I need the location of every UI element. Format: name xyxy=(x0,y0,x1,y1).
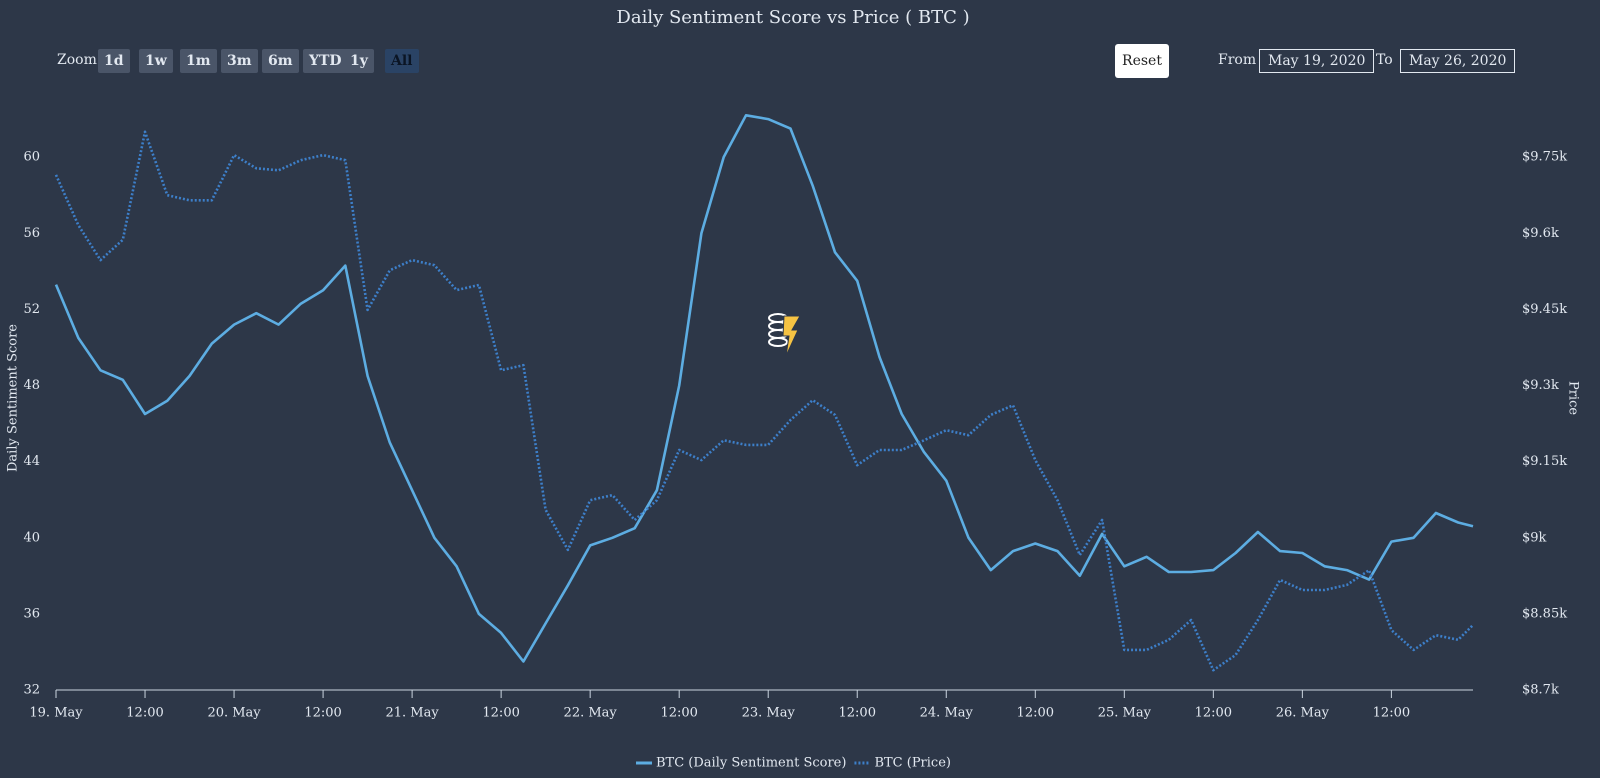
x-tick-label: 12:00 xyxy=(126,706,163,721)
zoom-button[interactable]: 1y xyxy=(344,49,374,73)
x-tick-label: 19. May xyxy=(29,706,83,721)
x-tick-label: 12:00 xyxy=(1017,706,1054,721)
zoom-label: Zoom xyxy=(57,52,97,68)
zoom-button[interactable]: 3m xyxy=(221,49,258,73)
zoom-button[interactable]: 1d xyxy=(98,49,130,73)
y-tick-label: 56 xyxy=(23,226,40,241)
x-tick-label: 21. May xyxy=(385,706,439,721)
logo xyxy=(768,313,801,357)
y-tick-label: 48 xyxy=(23,378,40,393)
y-tick-label: 44 xyxy=(23,454,40,469)
x-tick-label: 20. May xyxy=(207,706,261,721)
y2-tick-label: $9.45k xyxy=(1522,302,1567,317)
y2-tick-label: $8.7k xyxy=(1522,683,1559,698)
y-axis-label: Daily Sentiment Score xyxy=(6,324,21,472)
reset-button[interactable]: Reset xyxy=(1115,44,1169,78)
y2-tick-label: $9k xyxy=(1522,530,1547,545)
x-tick-label: 23. May xyxy=(742,706,796,721)
y-tick-label: 36 xyxy=(23,606,40,621)
x-tick-label: 22. May xyxy=(564,706,618,721)
zoom-button[interactable]: All xyxy=(385,49,419,73)
zoom-button[interactable]: 6m xyxy=(262,49,299,73)
from-input[interactable]: May 19, 2020 xyxy=(1259,49,1375,73)
legend-label: BTC (Price) xyxy=(874,756,951,771)
y2-tick-label: $9.6k xyxy=(1522,226,1559,241)
legend: BTC (Daily Sentiment Score) BTC (Price) xyxy=(636,756,951,771)
x-tick-label: 26. May xyxy=(1276,706,1330,721)
y-tick-label: 52 xyxy=(23,302,40,317)
y2-tick-label: $9.75k xyxy=(1522,150,1567,165)
zoom-button[interactable]: 1m xyxy=(180,49,217,73)
x-tick-label: 12:00 xyxy=(304,706,341,721)
y2-tick-label: $8.85k xyxy=(1522,606,1567,621)
y2-tick-label: $9.15k xyxy=(1522,454,1567,469)
y-tick-label: 32 xyxy=(23,683,40,698)
y2-tick-label: $9.3k xyxy=(1522,378,1559,393)
x-tick-label: 12:00 xyxy=(660,706,697,721)
zoom-button[interactable]: 1w xyxy=(139,49,173,73)
x-tick-label: 12:00 xyxy=(482,706,519,721)
to-input[interactable]: May 26, 2020 xyxy=(1400,49,1516,73)
legend-label: BTC (Daily Sentiment Score) xyxy=(656,756,846,771)
zoom-button[interactable]: YTD xyxy=(303,49,348,73)
x-tick-label: 24. May xyxy=(920,706,974,721)
x-tick-label: 12:00 xyxy=(1195,706,1232,721)
y-tick-label: 40 xyxy=(23,530,40,545)
line-series xyxy=(54,114,1474,663)
x-tick-label: 12:00 xyxy=(839,706,876,721)
y-tick-label: 60 xyxy=(23,150,40,165)
x-tick-label: 12:00 xyxy=(1373,706,1410,721)
from-label: From xyxy=(1218,52,1257,68)
x-tick-label: 25. May xyxy=(1098,706,1152,721)
to-label: To xyxy=(1376,52,1393,68)
chart-title: Daily Sentiment Score vs Price ( BTC ) xyxy=(616,7,969,28)
y2-axis-label: Price xyxy=(1566,381,1581,415)
line-series xyxy=(54,130,1474,672)
